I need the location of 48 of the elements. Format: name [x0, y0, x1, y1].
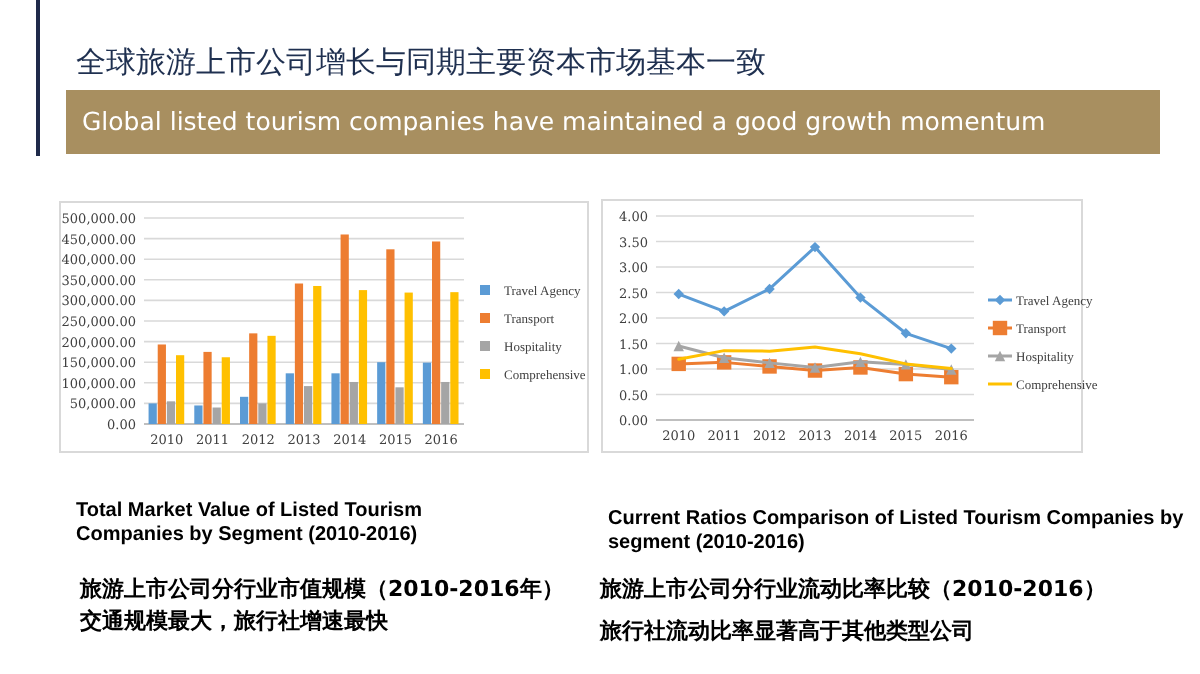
bar: [358, 290, 368, 424]
point: [855, 356, 866, 368]
bar: [432, 241, 441, 424]
bar: [422, 362, 432, 424]
bar: [441, 381, 450, 424]
bar: [331, 373, 340, 424]
bar: [313, 285, 322, 424]
bar: [212, 407, 221, 424]
bar: [221, 357, 230, 424]
bar: [194, 405, 203, 424]
text: 全球旅游上市公司增长与同期主要资本市场基本一致: [76, 44, 766, 82]
bar: [450, 292, 459, 424]
bar: [294, 283, 304, 424]
bar: [258, 403, 267, 424]
text: 交通规模最大，旅行社增速最快: [80, 606, 388, 636]
text: Total Market Value of Listed Tourism Companies by Segment (2010-2016): [76, 500, 424, 548]
bar: [377, 362, 386, 424]
bar: [386, 249, 395, 424]
text: Global listed tourism companies have maintained a good growth momentum: [66, 90, 1160, 154]
text: 旅游上市公司分行业流动比率比较（2010-2016）: [600, 574, 1106, 604]
bar: [203, 351, 212, 424]
bar: [304, 386, 313, 424]
bar: [176, 355, 185, 424]
point: [900, 328, 912, 339]
point: [673, 288, 684, 300]
bar: [404, 292, 413, 424]
point: [764, 357, 775, 369]
point: [673, 340, 684, 352]
bar: [285, 373, 294, 424]
bar: [166, 401, 176, 424]
text: 旅行社流动比率显著高于其他类型公司: [600, 616, 974, 646]
point: [809, 241, 821, 253]
bar: [249, 333, 258, 424]
point: [718, 306, 730, 317]
bar: [267, 335, 276, 424]
bar: [349, 381, 358, 424]
point: [855, 292, 866, 303]
bar: [395, 387, 404, 424]
point: [809, 362, 821, 373]
bar: [157, 344, 166, 424]
text: Current Ratios Comparison of Listed Tourism Companies by segment (2010-2016): [608, 508, 1186, 556]
bar: [340, 234, 349, 424]
point: [718, 352, 730, 363]
bar: [240, 396, 249, 424]
point: [764, 283, 775, 295]
bar: [148, 403, 157, 424]
text: 旅游上市公司分行业市值规模（2010-2016年）: [80, 574, 564, 604]
point: [946, 343, 957, 354]
